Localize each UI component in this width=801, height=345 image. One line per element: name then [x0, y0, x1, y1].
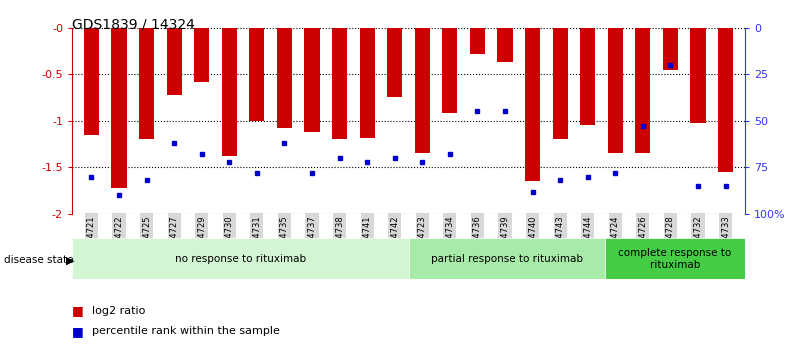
Bar	[387, 28, 402, 97]
Bar	[690, 28, 706, 122]
Bar	[360, 28, 375, 138]
Bar	[304, 28, 320, 132]
Text: GDS1839 / 14324: GDS1839 / 14324	[72, 17, 195, 31]
Text: ■: ■	[72, 304, 84, 317]
Bar	[553, 28, 568, 139]
Text: percentile rank within the sample: percentile rank within the sample	[92, 326, 280, 336]
Bar	[332, 28, 347, 139]
Bar	[663, 28, 678, 69]
Bar	[415, 28, 430, 153]
Text: complete response to
rituximab: complete response to rituximab	[618, 248, 731, 269]
Bar	[249, 28, 264, 121]
Bar	[718, 28, 733, 172]
Bar	[608, 28, 623, 153]
Bar	[525, 28, 540, 181]
Bar	[139, 28, 154, 139]
Text: no response to rituximab: no response to rituximab	[175, 254, 306, 264]
Bar	[111, 28, 127, 188]
Bar	[442, 28, 457, 113]
Bar	[167, 28, 182, 95]
Text: disease state: disease state	[4, 256, 74, 265]
Bar	[194, 28, 209, 82]
Bar	[470, 28, 485, 54]
Bar	[72, 238, 409, 279]
Bar	[580, 28, 595, 125]
Text: ■: ■	[72, 325, 84, 338]
Bar	[409, 238, 605, 279]
Bar	[605, 238, 745, 279]
Text: ▶: ▶	[66, 256, 74, 265]
Text: partial response to rituximab: partial response to rituximab	[431, 254, 582, 264]
Bar	[635, 28, 650, 153]
Text: log2 ratio: log2 ratio	[92, 306, 146, 315]
Bar	[84, 28, 99, 135]
Bar	[222, 28, 237, 156]
Bar	[497, 28, 513, 62]
Bar	[277, 28, 292, 128]
